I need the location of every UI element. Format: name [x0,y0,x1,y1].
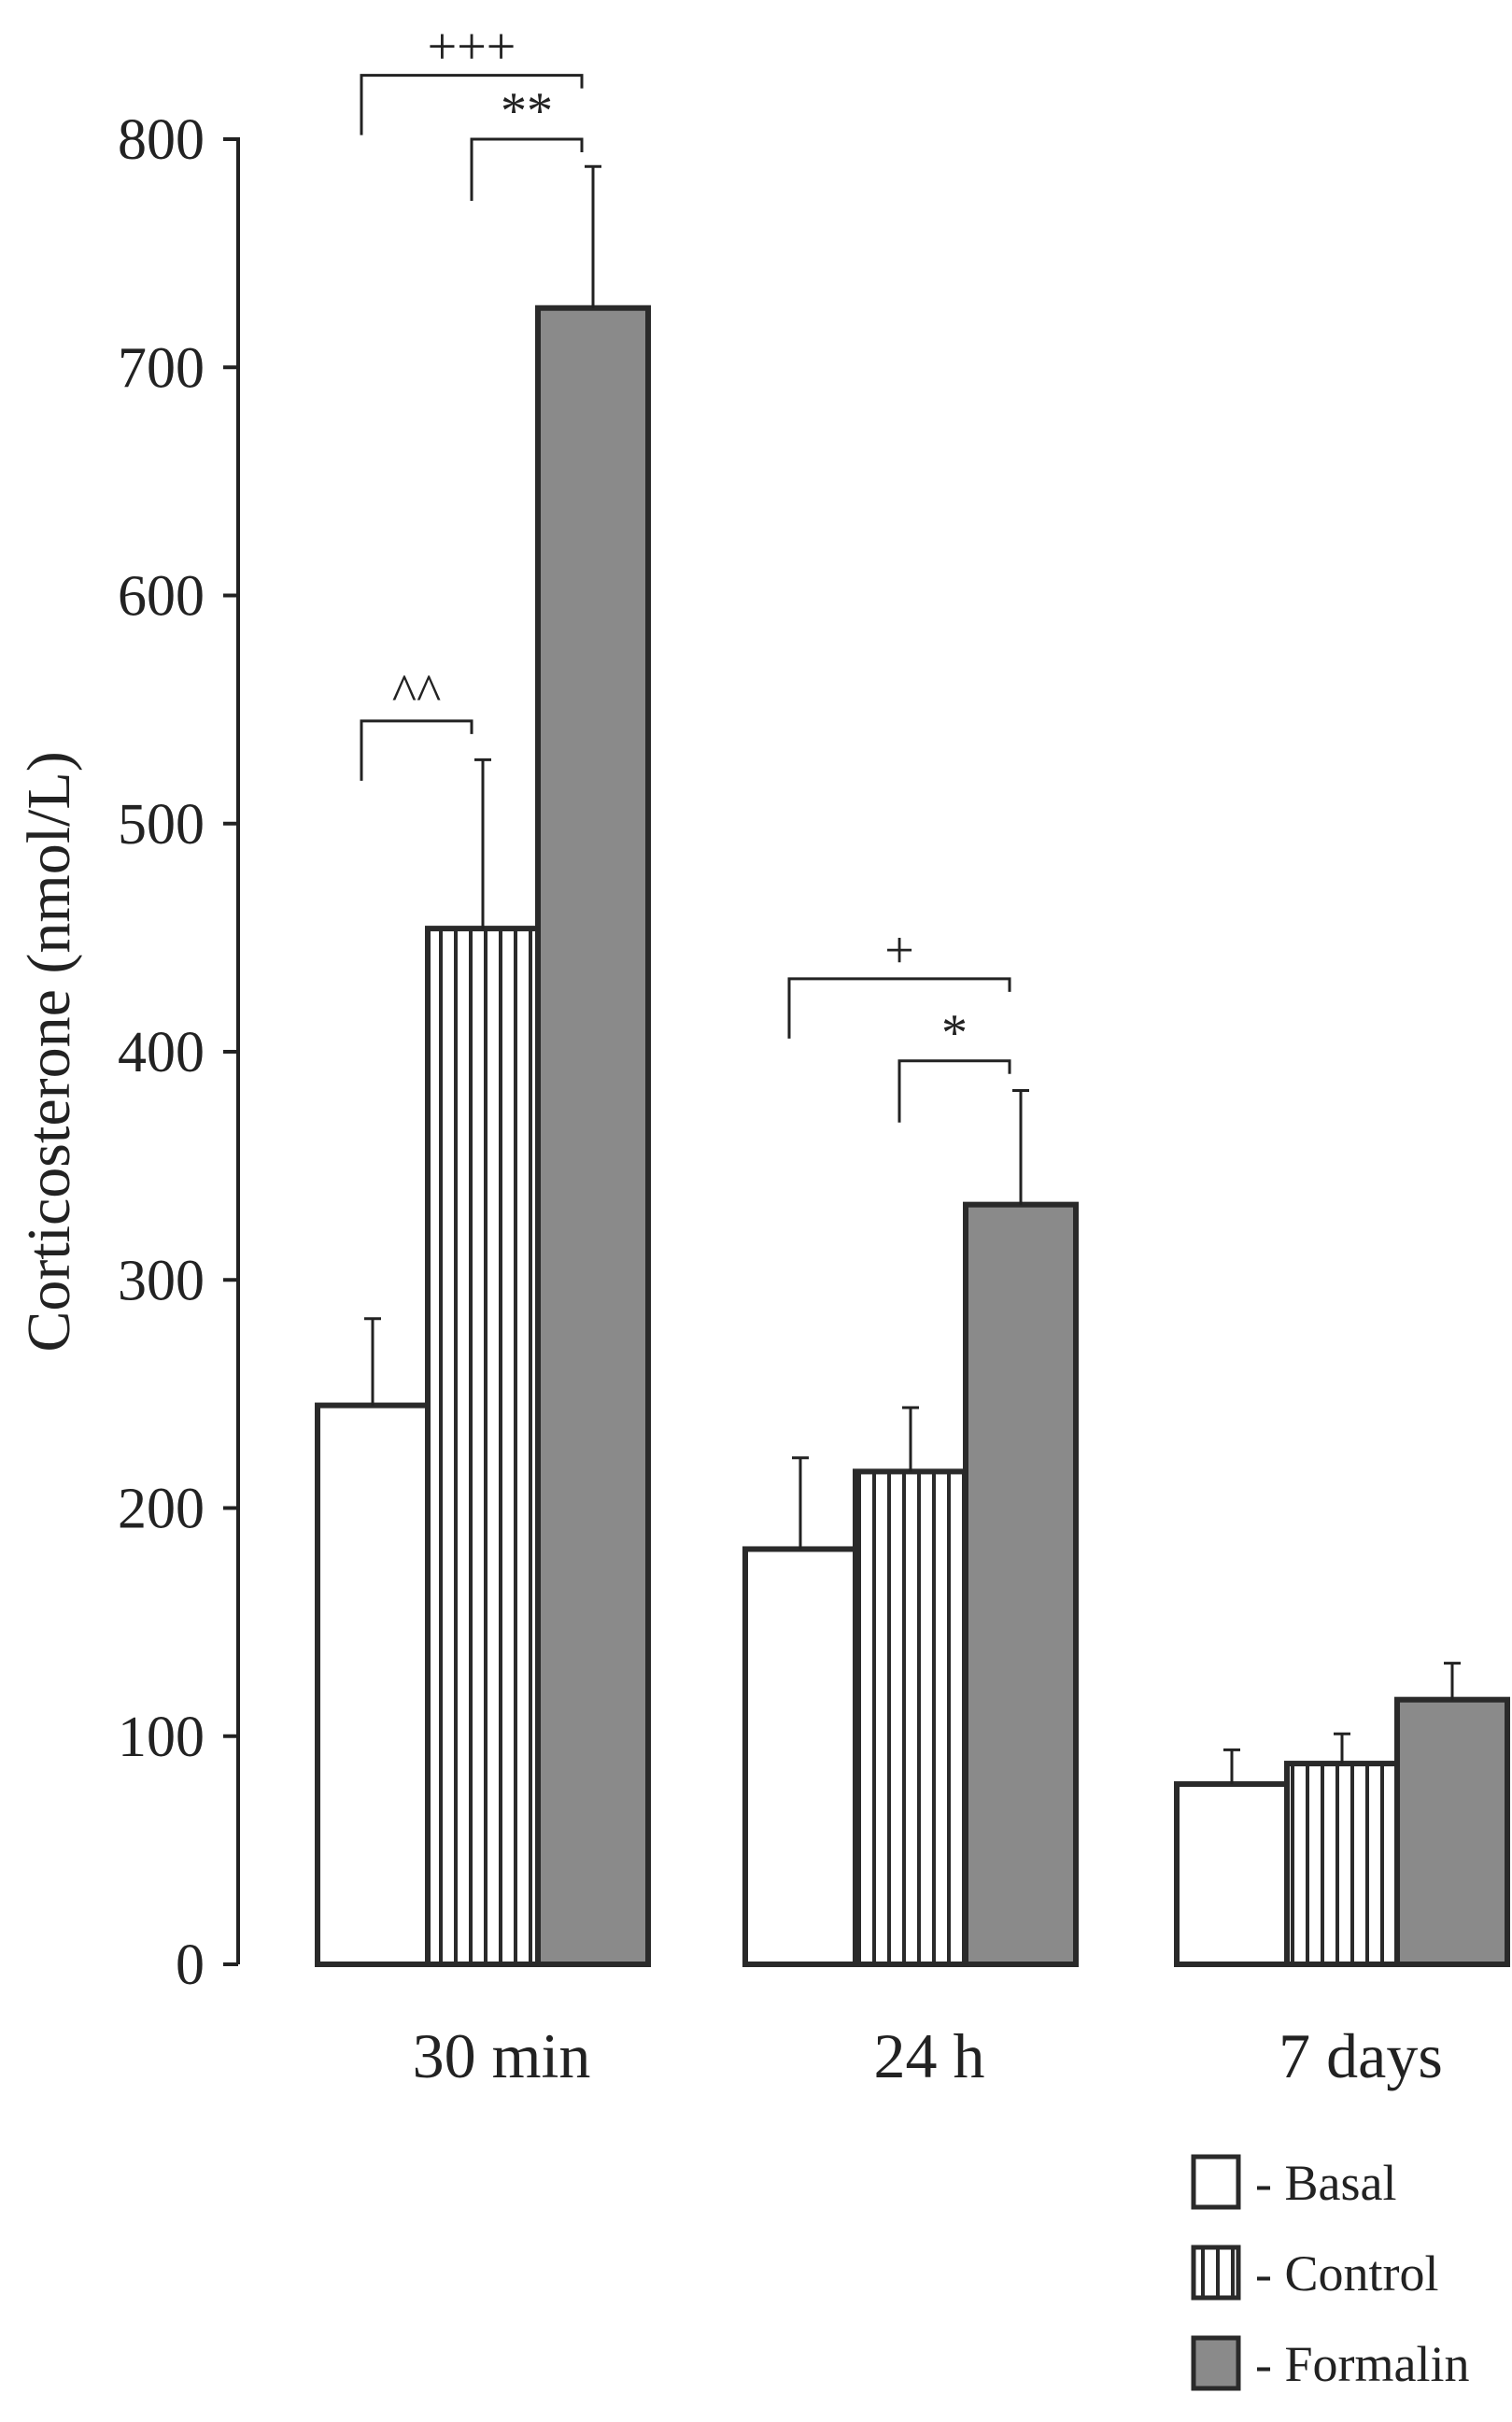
bar-basal [742,1546,858,1967]
y-tick-label: 800 [118,108,205,172]
significance-label: +++ [428,19,516,77]
legend-swatch-basal [1191,2154,1241,2210]
y-tick-label: 100 [118,1706,205,1769]
significance-bracket [470,137,584,201]
y-axis-title: Corticosterone (nmol/L) [15,751,83,1352]
significance-bracket [360,719,473,781]
category-label: 30 min [413,2020,591,2091]
y-tick-label: 0 [176,1933,205,1997]
legend-label-formalin: - Formalin [1255,2336,1469,2392]
significance-label: ** [501,82,553,140]
significance-label: * [941,1004,968,1062]
legend-label-basal: - Basal [1255,2155,1396,2211]
legend-label-control: - Control [1255,2245,1439,2302]
category-label: 7 days [1279,2020,1443,2091]
y-tick-label: 700 [118,336,205,400]
bar-basal [315,1402,431,1967]
y-tick-label: 400 [118,1021,205,1084]
category-label: 24 h [874,2020,985,2091]
significance-label: + [884,922,914,980]
significance-bracket [897,1059,1011,1123]
bar-formalin [963,1201,1079,1967]
bar-formalin [1394,1696,1510,1968]
bar-control [1284,1761,1400,1968]
y-tick-label: 500 [118,793,205,857]
bar-control [853,1468,968,1968]
y-tick-label: 200 [118,1478,205,1541]
significance-bracket [787,977,1011,1039]
bar-control [425,926,541,1967]
significance-label: ^^ [392,664,442,722]
legend-swatch-control [1191,2245,1241,2301]
bar-basal [1174,1781,1290,1967]
y-tick-label: 300 [118,1249,205,1312]
significance-bracket [360,74,584,135]
y-tick-label: 600 [118,565,205,629]
legend-swatch-formalin [1191,2335,1241,2391]
bar-formalin [535,305,651,1967]
